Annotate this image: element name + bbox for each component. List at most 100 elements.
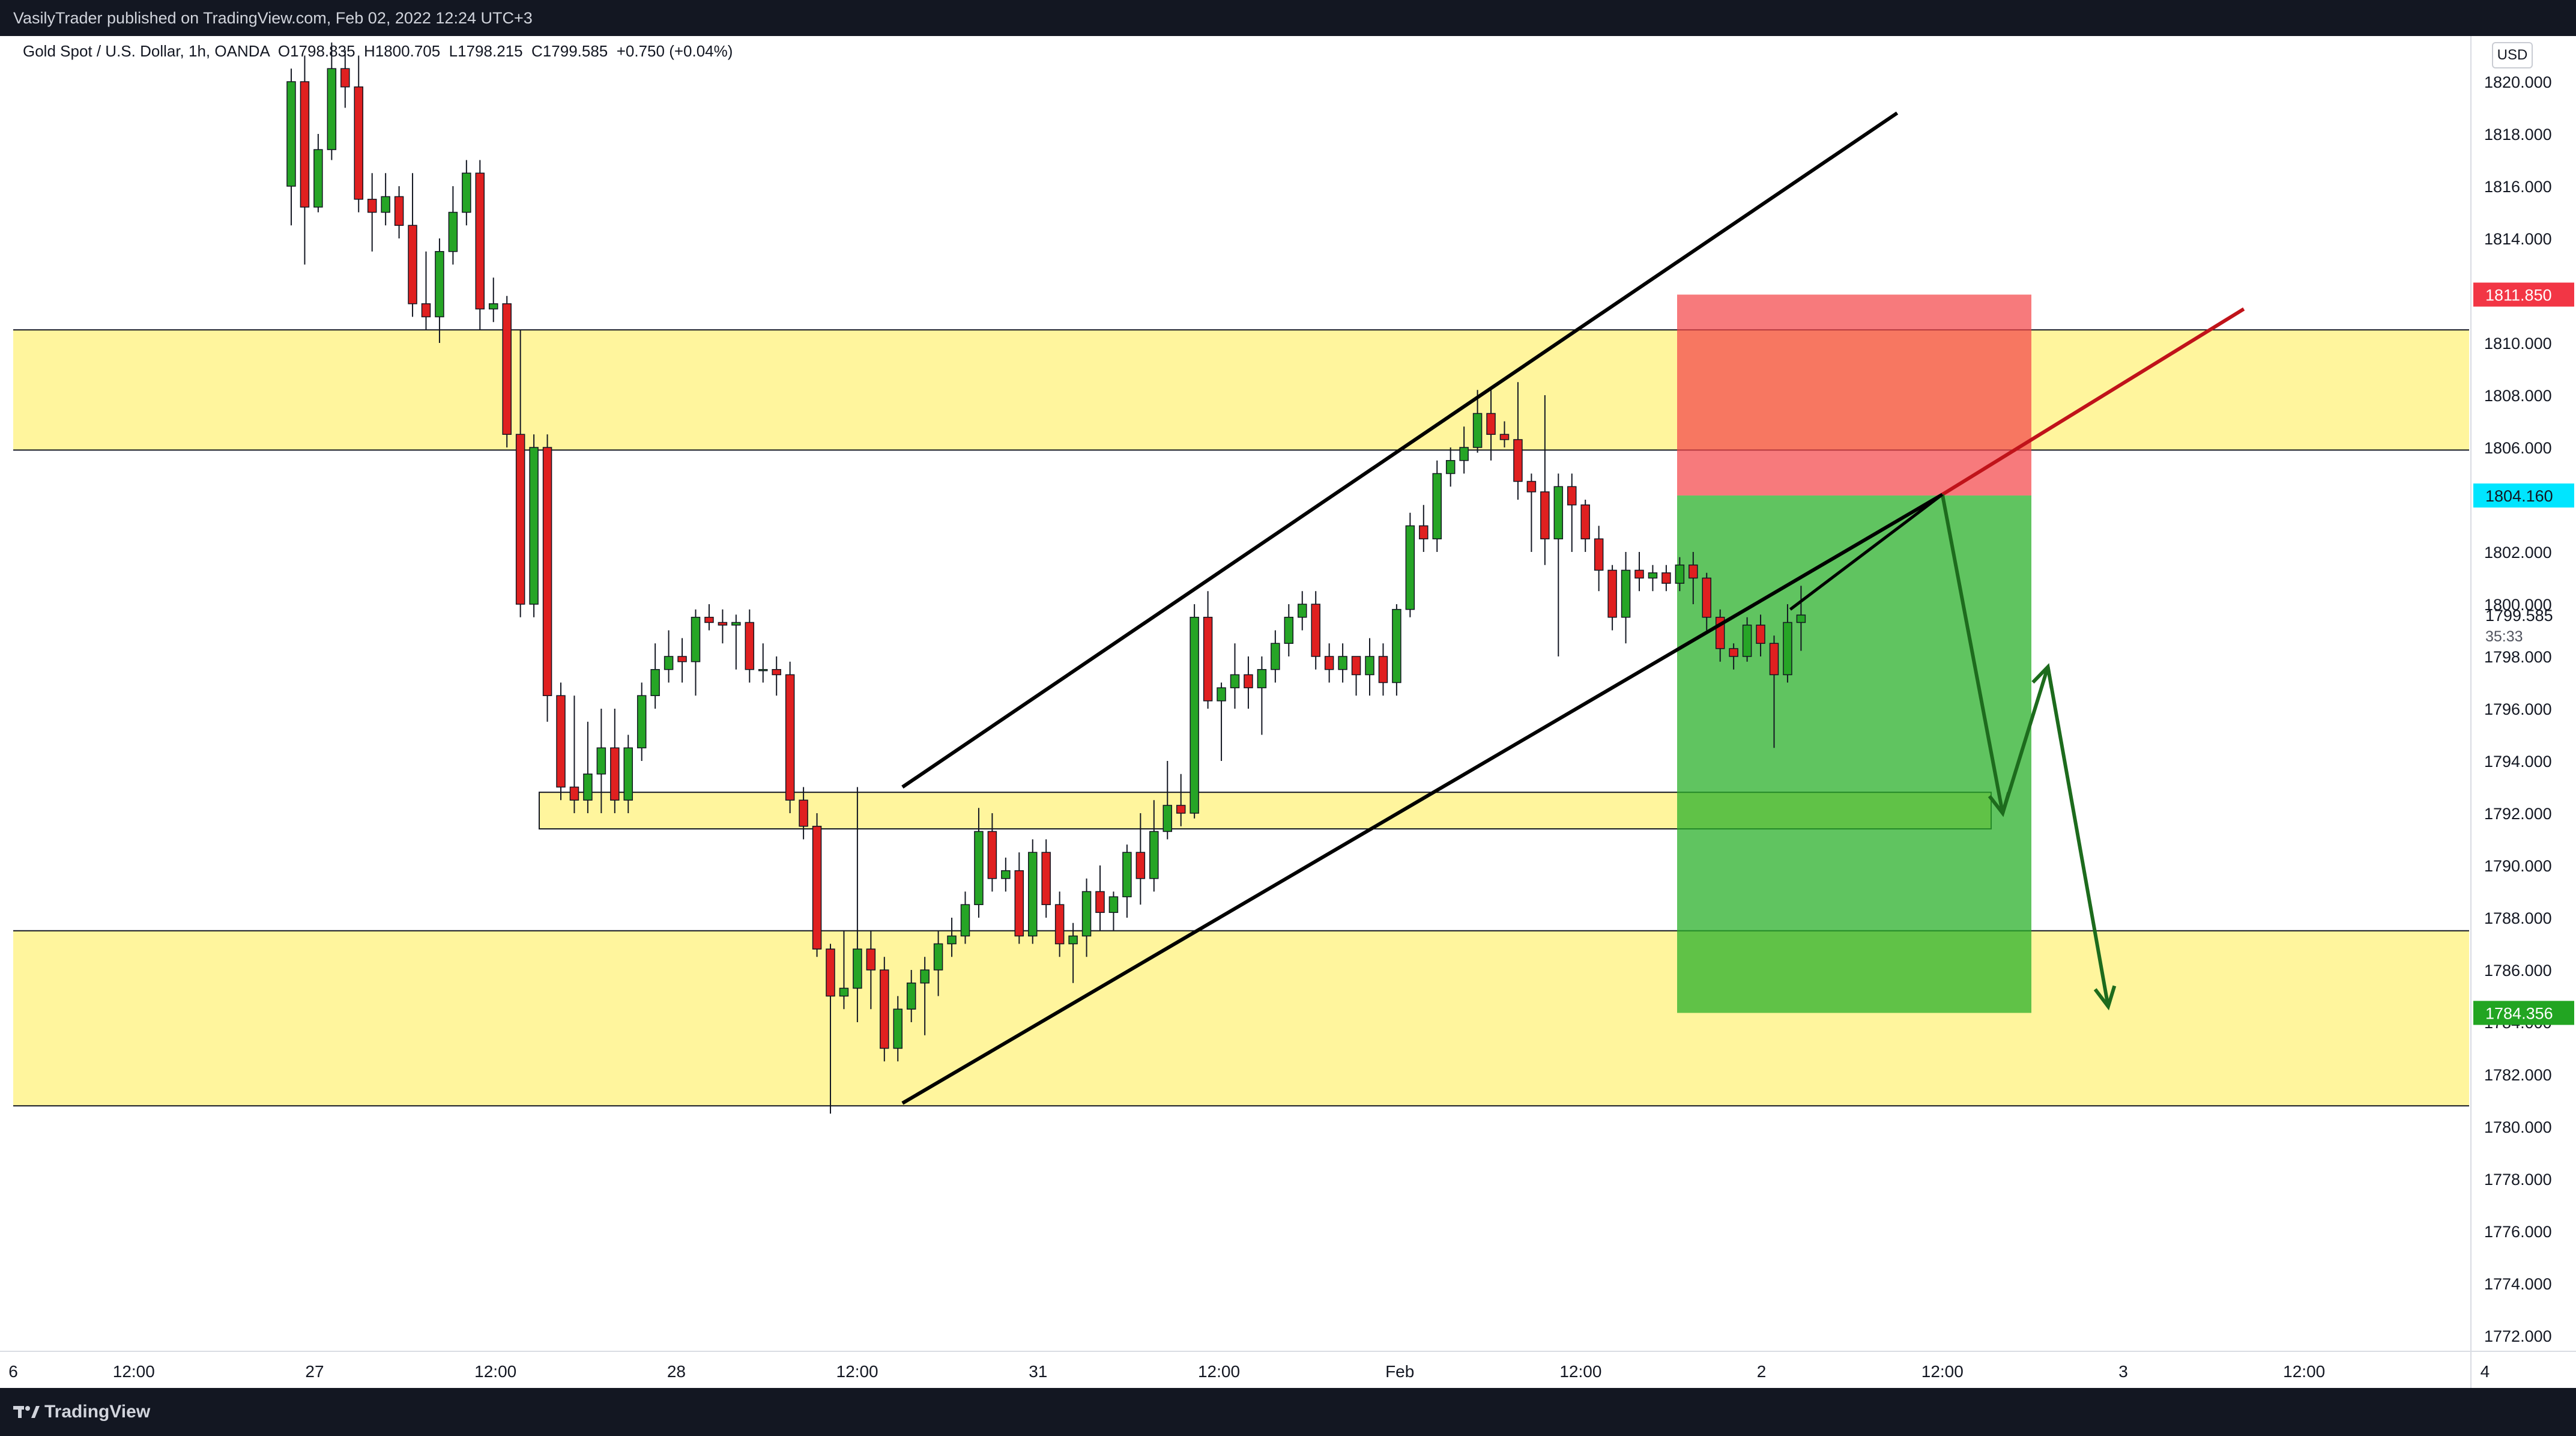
y-tick-label: 1814.000 bbox=[2484, 230, 2552, 248]
x-tick-label: 2 bbox=[1757, 1362, 1767, 1381]
y-tick-label: 1772.000 bbox=[2484, 1327, 2552, 1345]
candle-body bbox=[1284, 617, 1294, 644]
candle-body bbox=[1217, 687, 1226, 701]
candle-body bbox=[1756, 625, 1765, 644]
y-tick-label: 1798.000 bbox=[2484, 648, 2552, 666]
candle-body bbox=[583, 774, 593, 801]
candle-body bbox=[1607, 569, 1617, 618]
candle-body bbox=[772, 669, 781, 676]
candle-body bbox=[1553, 486, 1564, 539]
candle-body bbox=[1176, 805, 1186, 814]
projection-arrow bbox=[1940, 494, 2005, 814]
candle-body bbox=[704, 617, 714, 623]
candle-body bbox=[569, 786, 579, 801]
candle-body bbox=[1742, 625, 1752, 657]
candle-body bbox=[677, 656, 687, 662]
x-tick-label: Feb bbox=[1385, 1362, 1414, 1381]
candle-body bbox=[1594, 538, 1604, 571]
entry-price-tag bbox=[2473, 483, 2574, 508]
candle-body bbox=[1149, 831, 1159, 879]
stop-loss-zone bbox=[1677, 294, 2031, 496]
y-tick-label: 1802.000 bbox=[2484, 544, 2552, 562]
candle-body bbox=[718, 622, 728, 626]
candle-body bbox=[1014, 870, 1024, 937]
candle-body bbox=[920, 969, 930, 984]
candle-body bbox=[1338, 656, 1347, 670]
candle-body bbox=[974, 831, 984, 905]
candle-body bbox=[960, 904, 970, 937]
candle-body bbox=[1661, 572, 1671, 584]
x-tick-label: 3 bbox=[2118, 1362, 2128, 1381]
candle-body bbox=[1432, 473, 1442, 539]
entry-arrow bbox=[1789, 493, 1944, 611]
candle-body bbox=[1324, 656, 1334, 670]
candle-body bbox=[1378, 656, 1388, 683]
candle-body bbox=[515, 434, 525, 605]
x-tick-label: 12:00 bbox=[2283, 1362, 2325, 1381]
y-tick-label: 1800.000 bbox=[2484, 596, 2552, 614]
candle-body bbox=[300, 81, 310, 208]
candle-body bbox=[1689, 565, 1698, 579]
currency-button[interactable]: USD bbox=[2492, 42, 2533, 68]
candle-body bbox=[408, 225, 417, 304]
candle-body bbox=[947, 935, 957, 945]
candle-body bbox=[1068, 935, 1078, 945]
candle-body bbox=[731, 622, 741, 626]
candle-body bbox=[1392, 608, 1401, 683]
candle-body bbox=[1311, 604, 1320, 657]
candle-body bbox=[1729, 648, 1738, 657]
stop-price-tag bbox=[2473, 282, 2574, 307]
y-tick-label: 1776.000 bbox=[2484, 1223, 2552, 1241]
footer-bar: TradingView bbox=[0, 1388, 2576, 1436]
low-value: L1798.215 bbox=[449, 42, 523, 60]
candle-body bbox=[664, 656, 674, 670]
tradingview-logo-icon bbox=[13, 1406, 40, 1418]
chart-frame[interactable]: 1772.000 1774.000 1776.000 1778.000 1780.000… bbox=[0, 36, 2576, 1388]
trend-line bbox=[1941, 307, 2245, 496]
candle-body bbox=[1540, 491, 1550, 540]
price-chart[interactable]: 1772.000 1774.000 1776.000 1778.000 1780.000… bbox=[0, 36, 2576, 1388]
candle-body bbox=[1499, 434, 1510, 440]
candle-body bbox=[785, 674, 795, 801]
y-tick-label: 1778.000 bbox=[2484, 1171, 2552, 1189]
candle-body bbox=[933, 943, 943, 971]
candle-body bbox=[1675, 565, 1685, 584]
candle-body bbox=[906, 983, 916, 1010]
y-tick-label: 1780.000 bbox=[2484, 1118, 2552, 1136]
x-tick-label: 12:00 bbox=[836, 1362, 878, 1381]
x-tick-label: 12:00 bbox=[474, 1362, 516, 1381]
upper-resistance-zone bbox=[13, 330, 2469, 450]
candle-body bbox=[354, 86, 363, 200]
symbol-name: Gold Spot / U.S. Dollar, 1h, OANDA bbox=[23, 42, 270, 60]
candle-body bbox=[1203, 617, 1213, 701]
publisher-bar: VasilyTrader published on TradingView.co… bbox=[0, 0, 2576, 36]
trend-line bbox=[901, 111, 1899, 789]
candle-body bbox=[421, 303, 431, 318]
candle-body bbox=[367, 199, 377, 213]
x-tick-label: 12:00 bbox=[1921, 1362, 1964, 1381]
open-value: O1798.835 bbox=[277, 42, 355, 60]
target-price-tag-text: 1784.356 bbox=[2485, 1005, 2553, 1023]
candle-body bbox=[313, 149, 323, 208]
candle-body bbox=[327, 68, 337, 150]
candle-body bbox=[475, 172, 485, 310]
candle-body bbox=[1001, 870, 1011, 879]
candle-body bbox=[812, 826, 822, 950]
candle-body bbox=[1513, 439, 1523, 482]
candle-body bbox=[623, 747, 633, 801]
y-tick-label: 1806.000 bbox=[2484, 439, 2552, 457]
y-tick-label: 1820.000 bbox=[2484, 73, 2552, 91]
publisher-line: VasilyTrader published on TradingView.co… bbox=[13, 9, 533, 27]
high-value: H1800.705 bbox=[363, 42, 441, 60]
candle-body bbox=[1486, 413, 1496, 435]
candle-body bbox=[610, 747, 620, 801]
x-tick-label: 31 bbox=[1029, 1362, 1047, 1381]
candle-body bbox=[1405, 525, 1415, 610]
candle-body bbox=[1783, 622, 1792, 676]
candle-body bbox=[1365, 656, 1374, 676]
candle-body bbox=[1244, 674, 1253, 688]
footer-brand: TradingView bbox=[44, 1402, 151, 1422]
projection-arrow bbox=[2046, 666, 2110, 1007]
entry-price-tag-text: 1804.160 bbox=[2485, 487, 2553, 505]
candle-body bbox=[745, 622, 755, 670]
